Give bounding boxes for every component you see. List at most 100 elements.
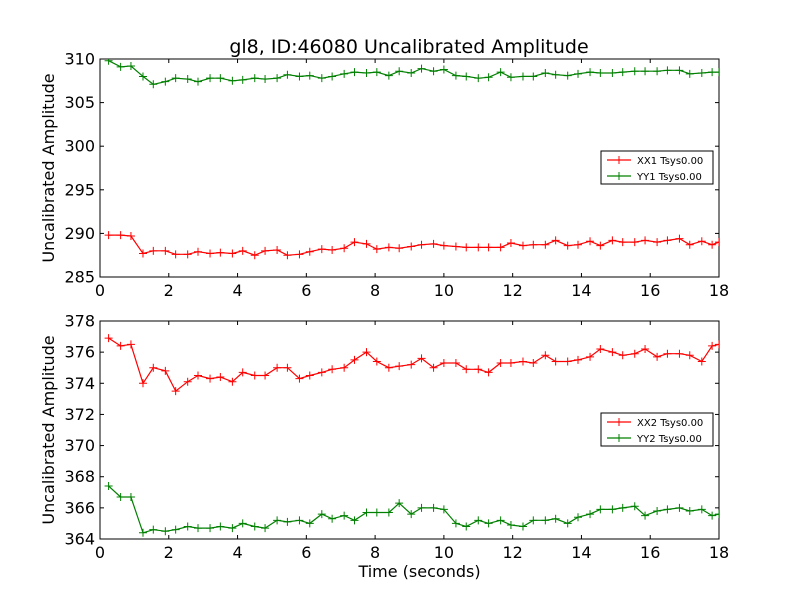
data-point: [104, 59, 113, 65]
data-point: [250, 522, 259, 531]
plot-frame: [99, 320, 720, 540]
data-point: [261, 246, 270, 255]
data-point: [551, 236, 560, 245]
data-point: [618, 503, 627, 512]
data-point: [630, 502, 639, 511]
data-point: [384, 243, 393, 252]
legend: XX2 Tsys0.00 YY2 Tsys0.00: [600, 412, 714, 447]
data-point: [372, 508, 381, 517]
data-point: [384, 363, 393, 372]
data-point: [574, 355, 583, 364]
data-point: [586, 237, 595, 246]
y-tick-label: 368: [64, 467, 95, 486]
data-point: [474, 365, 483, 374]
data-point: [104, 334, 113, 343]
x-tick-label: 6: [301, 543, 311, 562]
y-tick-label: 310: [64, 50, 95, 69]
data-point: [541, 68, 550, 77]
data-point: [295, 72, 304, 81]
data-point: [474, 74, 483, 83]
data-point: [451, 359, 460, 368]
data-point: [608, 236, 617, 245]
x-tick-label: 10: [434, 543, 454, 562]
data-point: [697, 505, 706, 514]
y-tick-label: 364: [64, 530, 95, 549]
data-point: [675, 66, 684, 75]
y-tick-label: 295: [64, 180, 95, 199]
data-point: [171, 525, 180, 534]
data-point: [596, 241, 605, 250]
data-point: [586, 68, 595, 77]
y-tick-label: 378: [64, 312, 95, 331]
data-point: [350, 516, 359, 525]
data-point: [228, 524, 237, 533]
data-point: [586, 352, 595, 361]
data-point: [183, 522, 192, 531]
data-point: [395, 244, 404, 253]
data-point: [417, 64, 426, 73]
data-point: [596, 345, 605, 354]
x-tick-label: 14: [571, 281, 591, 300]
y-tick-label: 305: [64, 93, 95, 112]
x-axis-label: Time (seconds): [357, 562, 480, 581]
plot-frame: [99, 58, 720, 278]
data-point: [518, 241, 527, 250]
data-point: [216, 74, 225, 83]
data-point: [675, 349, 684, 358]
data-point: [206, 374, 215, 383]
x-tick-label: 12: [502, 543, 522, 562]
data-point: [407, 242, 416, 251]
data-point: [641, 345, 650, 354]
data-point: [429, 67, 438, 76]
data-point: [171, 250, 180, 259]
data-point: [340, 511, 349, 520]
data-point: [608, 68, 617, 77]
data-point: [305, 371, 314, 380]
data-point: [216, 248, 225, 257]
x-tick-label: 12: [502, 281, 522, 300]
data-point: [541, 240, 550, 249]
data-point: [340, 363, 349, 372]
x-tick-label: 8: [370, 281, 380, 300]
data-point: [506, 359, 515, 368]
data-point: [675, 234, 684, 243]
data-point: [273, 74, 282, 83]
data-point: [407, 510, 416, 519]
legend-box: [600, 412, 714, 447]
data-point: [496, 359, 505, 368]
data-point: [283, 517, 292, 526]
legend-label: YY2 Tsys0.00: [636, 434, 702, 445]
data-point: [250, 371, 259, 380]
x-tick-label: 18: [709, 281, 729, 300]
x-tick-label: 2: [164, 281, 174, 300]
data-point: [273, 245, 282, 254]
data-point: [462, 243, 471, 252]
data-point: [183, 377, 192, 386]
data-point: [283, 70, 292, 79]
data-point: [541, 516, 550, 525]
data-point: [149, 246, 158, 255]
data-point: [484, 243, 493, 252]
data-point: [395, 499, 404, 508]
data-point: [126, 61, 135, 70]
data-point: [317, 74, 326, 83]
data-point: [608, 348, 617, 357]
data-point: [238, 368, 247, 377]
data-point: [518, 522, 527, 531]
legend-label: YY1 Tsys0.00: [636, 172, 702, 183]
data-point: [551, 514, 560, 523]
data-point: [417, 240, 426, 249]
data-point: [574, 240, 583, 249]
data-point: [238, 246, 247, 255]
y-tick-label: 372: [64, 405, 95, 424]
data-point: [362, 348, 371, 357]
data-point: [138, 528, 147, 537]
data-point: [317, 245, 326, 254]
data-point: [596, 505, 605, 514]
data-point: [663, 349, 672, 358]
data-point: [340, 244, 349, 253]
y-tick-label: 290: [64, 224, 95, 243]
data-point: [261, 75, 270, 84]
data-point: [685, 69, 694, 78]
data-point: [340, 69, 349, 78]
